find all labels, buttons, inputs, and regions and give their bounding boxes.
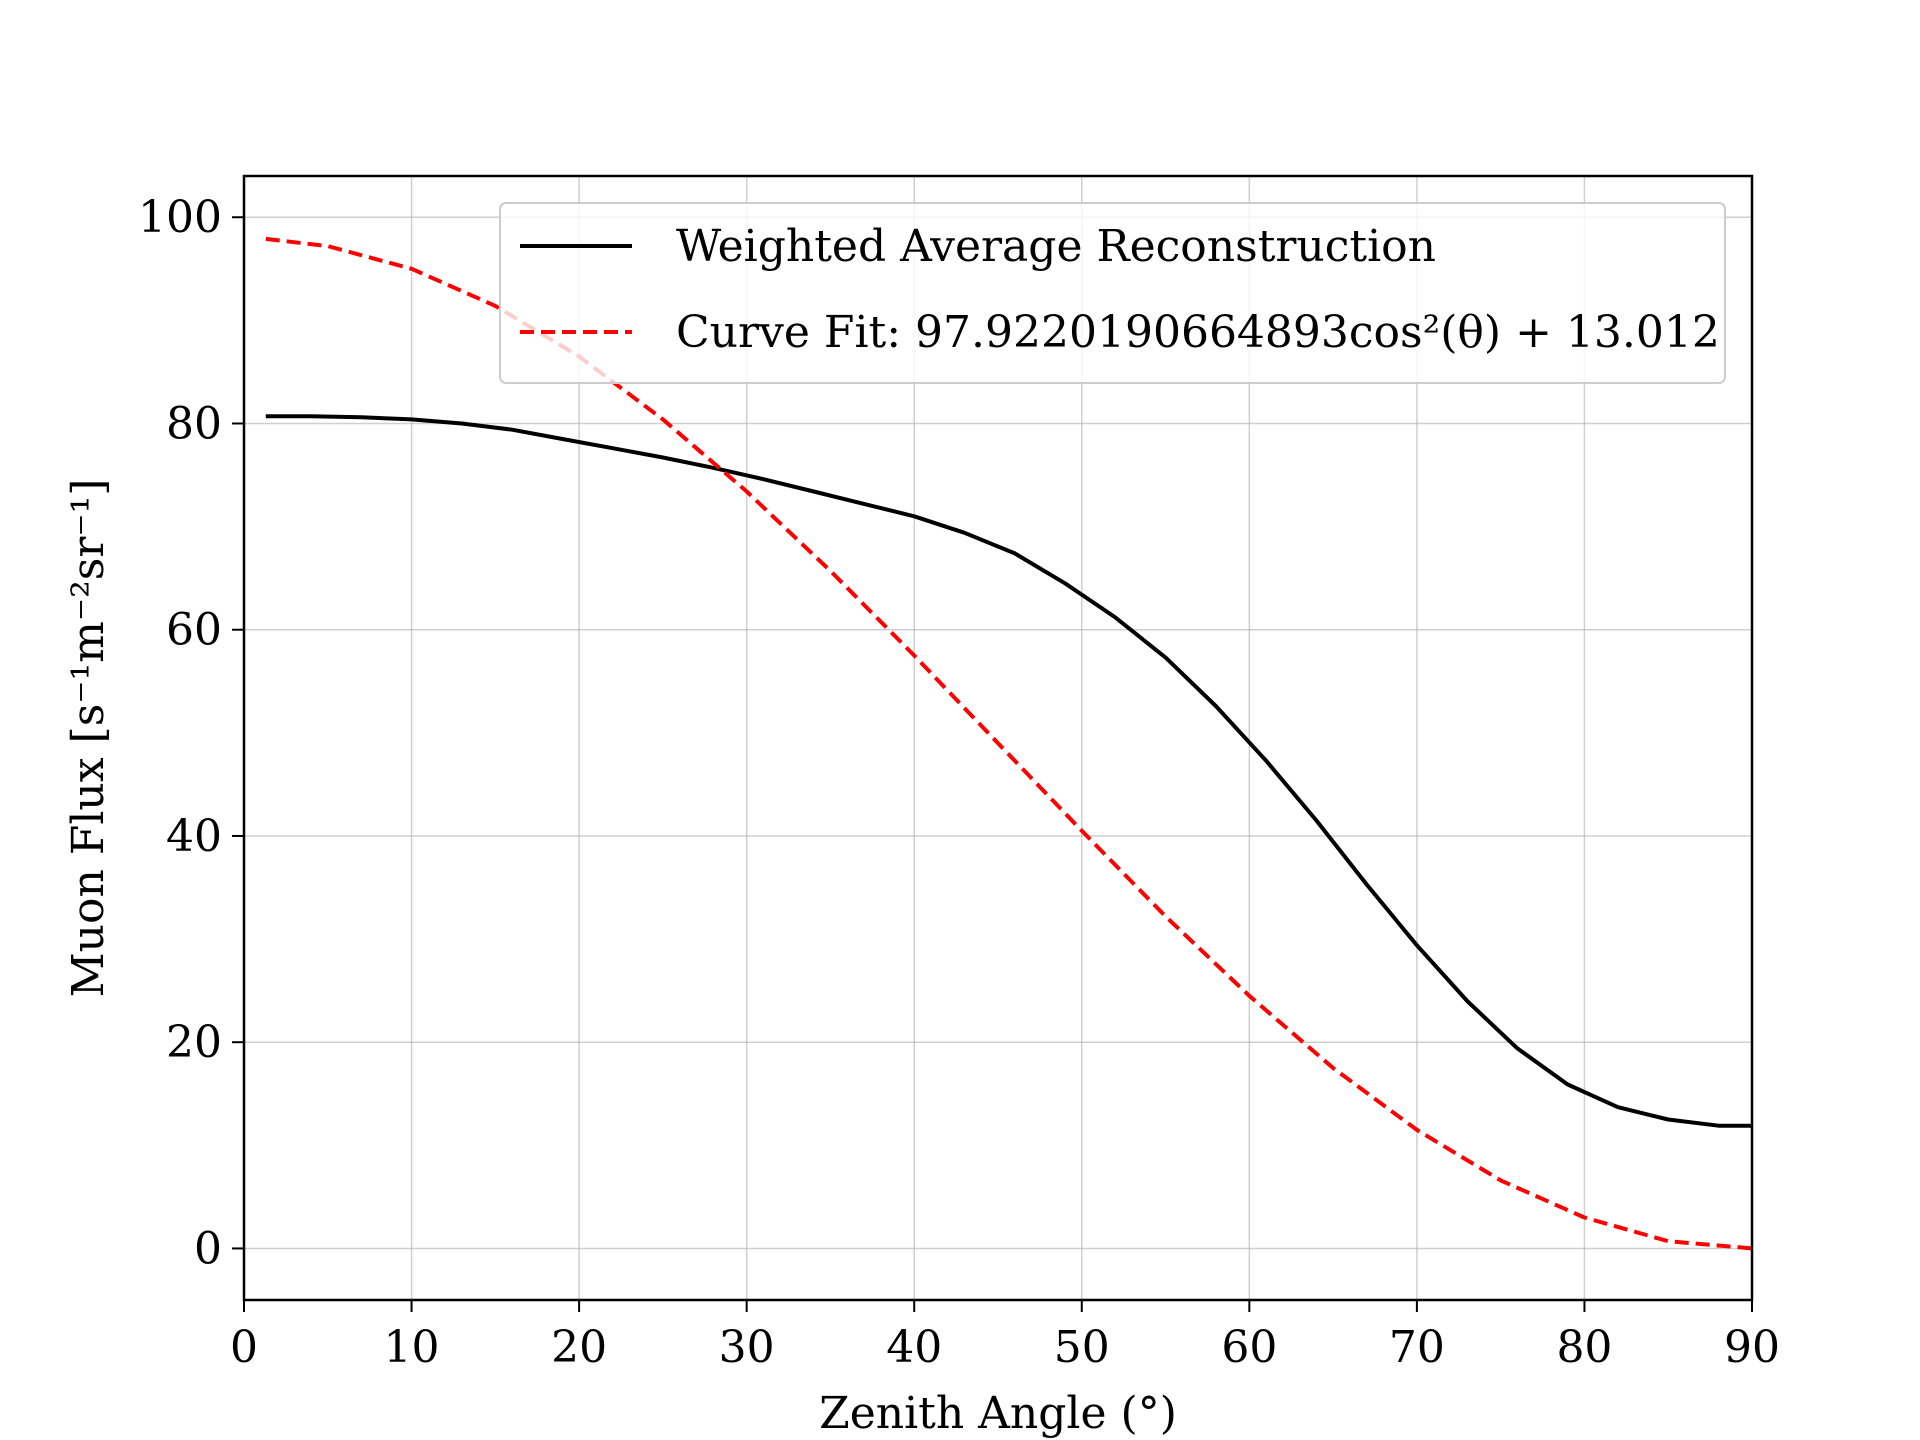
x-tick-label: 10 — [384, 1322, 440, 1373]
x-tick-label: 90 — [1724, 1322, 1780, 1373]
series-line-weighted-average — [265, 414, 1752, 1128]
y-tick-label: 0 — [194, 1223, 222, 1274]
legend: Weighted Average Reconstruction Curve Fi… — [499, 202, 1726, 384]
x-tick-label: 50 — [1054, 1322, 1110, 1373]
y-tick-label: 100 — [138, 192, 222, 243]
series-line-curve-fit — [265, 236, 1753, 1251]
plot-frame — [242, 174, 1754, 1302]
ticks: 0 10 20 30 40 50 60 70 80 90 0 20 40 60 80 100 — [138, 192, 1780, 1373]
legend-label-weighted-average: Weighted Average Reconstruction — [676, 221, 1436, 272]
y-tick-label: 20 — [166, 1017, 222, 1068]
x-tick-label: 40 — [886, 1322, 942, 1373]
y-axis-title: Muon Flux [s⁻¹m⁻²sr⁻¹] — [63, 479, 114, 998]
y-tick-label: 80 — [166, 398, 222, 449]
x-tick-label: 80 — [1556, 1322, 1612, 1373]
legend-label-curve-fit: Curve Fit: 97.9220190664893cos²(θ) + 13.… — [676, 307, 1720, 358]
x-tick-label: 30 — [719, 1322, 775, 1373]
y-tick-label: 60 — [166, 605, 222, 656]
y-tick-label: 40 — [166, 811, 222, 862]
x-tick-label: 70 — [1389, 1322, 1445, 1373]
legend-box — [499, 202, 1726, 384]
x-tick-label: 60 — [1221, 1322, 1277, 1373]
x-axis-title: Zenith Angle (°) — [819, 1388, 1177, 1439]
x-tick-label: 20 — [551, 1322, 607, 1373]
x-tick-label: 0 — [230, 1322, 258, 1373]
series-layer — [265, 236, 1753, 1251]
